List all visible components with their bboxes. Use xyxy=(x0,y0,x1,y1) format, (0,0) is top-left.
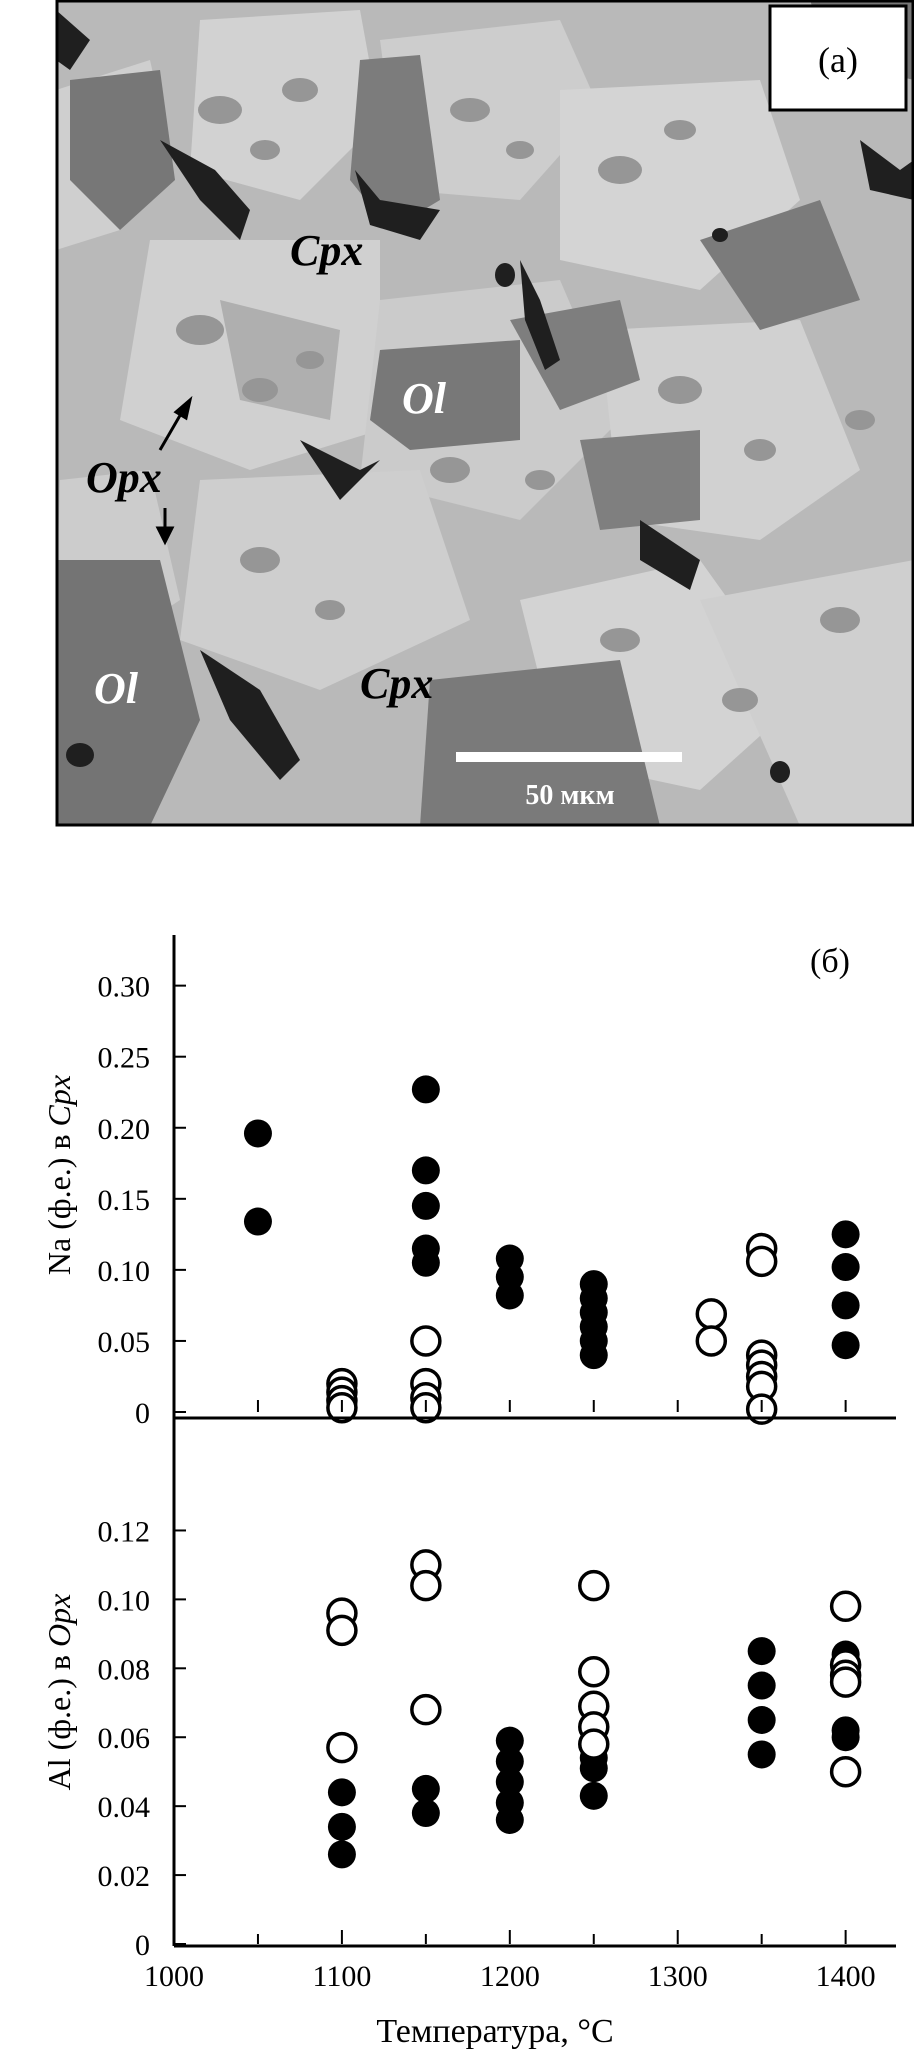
na-cpx-ytick-label: 0.10 xyxy=(98,1255,151,1288)
bse-micrograph: Cpx Ol Opx Ol Cpx 50 мкм (а) xyxy=(55,0,914,827)
x-axis-label: Температура, °C xyxy=(376,2013,613,2050)
al-opx-ytick-label: 0.12 xyxy=(98,1515,151,1548)
na-cpx-filled-point xyxy=(831,1291,860,1320)
al-opx-ylabel-prefix: Al (ф.е.) в xyxy=(41,1647,77,1790)
al-opx-filled-point xyxy=(747,1706,776,1734)
na-cpx-open-point xyxy=(695,1298,728,1330)
na-cpx-ytick-label: 0.05 xyxy=(98,1326,151,1359)
na-cpx-filled-point xyxy=(831,1220,860,1249)
al-opx-filled-point xyxy=(747,1671,776,1700)
na-cpx-filled-point xyxy=(831,1331,860,1360)
al-opx-ytick-label: 0.08 xyxy=(98,1653,151,1686)
na-cpx-open-point xyxy=(410,1325,442,1357)
na-cpx-chart: 0 0.05 0.10 0.15 0.20 0.25 0.30 (б) Na (ф.е.) … xyxy=(41,943,860,1430)
al-opx-ticks: 0 0.02 0.04 0.06 0.08 0.10 0.12 1000 1100 1200 130… xyxy=(98,1515,876,1993)
na-cpx-ylabel: Na (ф.е.) в Cpx xyxy=(41,1075,77,1275)
panel-label-box-a xyxy=(768,4,908,112)
scale-bar-label: 50 мкм xyxy=(525,780,614,811)
na-cpx-ytick-label: 0.30 xyxy=(98,971,151,1004)
micrograph-label-cpx-lower: Cpx xyxy=(360,659,433,708)
na-cpx-filled-point xyxy=(411,1248,440,1277)
al-opx-ylabel: Al (ф.е.) в Opx xyxy=(41,1594,77,1791)
al-opx-filled-point xyxy=(747,1637,776,1666)
x-tick-label: 1200 xyxy=(480,1960,540,1993)
na-cpx-open-point xyxy=(745,1245,778,1278)
na-cpx-ylabel-prefix: Na (ф.е.) в xyxy=(41,1126,77,1275)
na-cpx-filled-point xyxy=(411,1191,440,1220)
na-cpx-filled-point xyxy=(411,1156,440,1185)
na-cpx-filled-point xyxy=(495,1281,524,1310)
al-opx-filled-point xyxy=(495,1747,524,1776)
al-opx-open-point xyxy=(326,1731,358,1764)
al-opx-filled-point xyxy=(579,1754,608,1783)
na-cpx-filled-point xyxy=(243,1119,272,1148)
al-opx-ytick-label: 0.02 xyxy=(98,1860,151,1893)
na-cpx-open-point xyxy=(695,1325,728,1357)
na-cpx-ytick-label: 0.15 xyxy=(98,1184,151,1217)
x-tick-label: 1100 xyxy=(312,1960,371,1993)
al-opx-ytick-label: 0.04 xyxy=(98,1791,151,1824)
na-cpx-ticks: 0 0.05 0.10 0.15 0.20 0.25 0.30 xyxy=(98,971,847,1430)
na-cpx-filled-point xyxy=(243,1207,272,1236)
al-opx-ytick-label: 0.10 xyxy=(98,1584,151,1617)
al-opx-filled-point xyxy=(495,1768,524,1797)
al-opx-filled-point xyxy=(411,1799,440,1828)
al-opx-open-point xyxy=(829,1590,862,1623)
al-opx-open-point xyxy=(578,1656,610,1688)
opx-arrow-up xyxy=(158,395,193,451)
al-opx-filled-point xyxy=(411,1774,440,1803)
al-opx-open-point xyxy=(410,1569,442,1602)
na-cpx-ytick-label: 0.20 xyxy=(98,1113,151,1146)
al-opx-filled-point xyxy=(495,1805,524,1834)
panel-label-b: (б) xyxy=(810,943,850,980)
scale-bar xyxy=(456,752,682,762)
al-opx-ytick-label: 0 xyxy=(135,1929,150,1962)
micrograph-label-opx: Opx xyxy=(86,453,162,502)
x-tick-label: 1000 xyxy=(144,1960,204,1993)
na-cpx-markers xyxy=(243,1075,860,1425)
al-opx-markers xyxy=(326,1549,862,1869)
al-opx-open-point xyxy=(410,1693,442,1726)
al-opx-filled-point xyxy=(327,1778,356,1807)
na-cpx-ylabel-mineral: Cpx xyxy=(41,1075,77,1127)
panel-label-a: (а) xyxy=(818,40,858,80)
al-opx-filled-point xyxy=(831,1723,860,1752)
al-opx-open-point xyxy=(829,1755,862,1788)
scatter-charts: 0 0.05 0.10 0.15 0.20 0.25 0.30 (б) Na (ф.е.) … xyxy=(41,935,896,2050)
opx-arrow-down xyxy=(155,508,175,546)
na-cpx-filled-point xyxy=(579,1341,608,1370)
micrograph-frame xyxy=(55,0,914,827)
micrograph-image: Cpx Ol Opx Ol Cpx 50 мкм xyxy=(56,0,914,826)
micrograph-label-ol-center: Ol xyxy=(402,374,447,423)
al-opx-ytick-label: 0.06 xyxy=(98,1722,151,1755)
al-opx-filled-point xyxy=(579,1781,608,1810)
al-opx-open-point xyxy=(578,1728,610,1760)
na-cpx-filled-point xyxy=(411,1075,440,1104)
al-opx-open-point xyxy=(326,1614,358,1647)
na-cpx-ytick-label: 0 xyxy=(135,1397,150,1430)
micrograph-label-cpx-upper: Cpx xyxy=(290,226,363,275)
micrograph-label-ol-lower: Ol xyxy=(94,664,139,713)
al-opx-open-point xyxy=(829,1666,862,1698)
al-opx-filled-point xyxy=(327,1812,356,1841)
al-opx-filled-point xyxy=(747,1740,776,1769)
x-tick-label: 1400 xyxy=(816,1960,876,1993)
x-tick-label: 1300 xyxy=(648,1960,708,1993)
na-cpx-ytick-label: 0.25 xyxy=(98,1042,151,1075)
al-opx-filled-point xyxy=(495,1726,524,1755)
al-opx-open-point xyxy=(578,1569,610,1602)
na-cpx-filled-point xyxy=(831,1253,860,1282)
al-opx-filled-point xyxy=(327,1840,356,1869)
al-opx-ylabel-mineral: Opx xyxy=(41,1594,77,1647)
al-opx-chart: 0 0.02 0.04 0.06 0.08 0.10 0.12 1000 1100 1200 130… xyxy=(41,1515,876,2050)
